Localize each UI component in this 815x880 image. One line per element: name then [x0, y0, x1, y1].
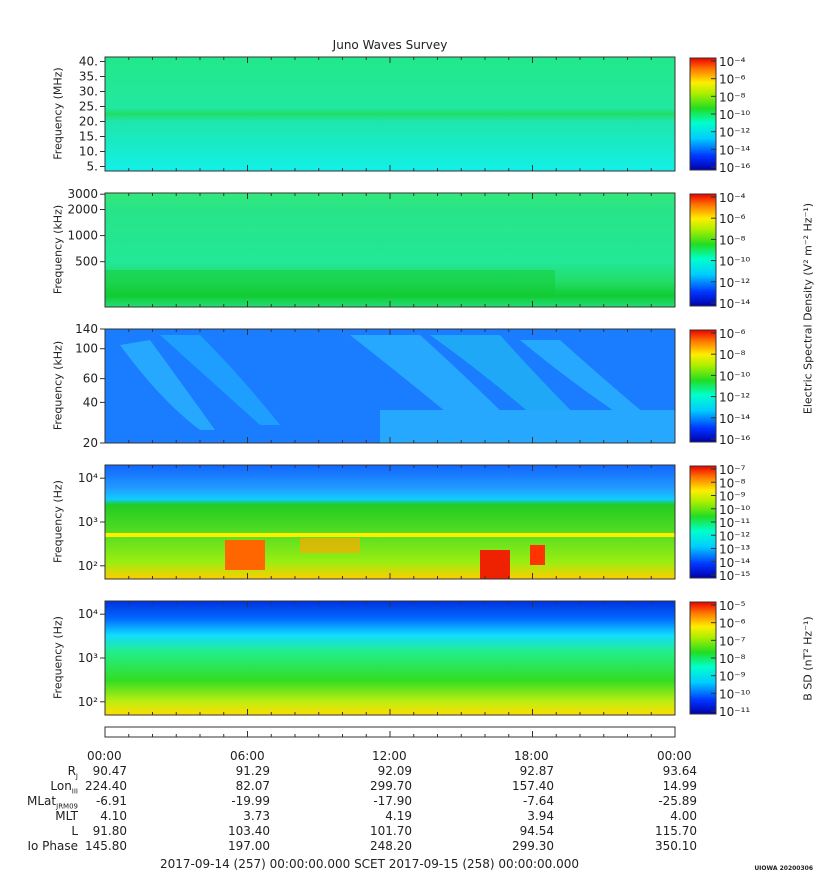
panel-1-ytick-label: 40.	[79, 55, 98, 69]
panel-1-colorbar-label: 10⁻¹⁴	[719, 143, 750, 157]
panel-2-colorbar-label: 10⁻⁶	[719, 212, 746, 226]
panel-3-colorbar-label: 10⁻¹²	[719, 391, 750, 405]
panel-2-colorbar-label: 10⁻⁸	[719, 233, 746, 247]
panel-1-ytick-label: 5.	[87, 160, 98, 174]
panel-3-colorbar-label: 10⁻¹⁶	[719, 433, 750, 447]
panel-4-ytick-label: 10²	[78, 559, 98, 573]
panel-1-spectrogram	[105, 57, 675, 171]
panel-3-ytick-label: 100	[75, 342, 98, 356]
panel-2-colorbar	[689, 193, 717, 307]
panel-3-ytick-label: 20	[83, 436, 98, 450]
panel-2-colorbar-label: 10⁻⁴	[719, 191, 746, 205]
panel-3-ytick-label: 60	[83, 372, 98, 386]
panel-3-colorbar-label: 10⁻⁸	[719, 348, 746, 362]
panel-3-ytick-label: 40	[83, 395, 98, 409]
panel-4-tone-line	[105, 533, 675, 537]
panel-2-ylabel: Frequency (kHz)	[51, 204, 65, 295]
panel-4-colorbar-label: 10⁻¹¹	[719, 516, 750, 530]
panel-1-colorbar-label: 10⁻⁶	[719, 73, 746, 87]
panel-5-colorbar-label: 10⁻⁹	[719, 670, 746, 684]
panel-1-colorbar-label: 10⁻⁸	[719, 90, 746, 104]
panel-4-colorbar-label: 10⁻¹⁴	[719, 556, 750, 570]
panel-4-colorbar-label: 10⁻¹²	[719, 529, 750, 543]
panel-5-ytick-label: 10³	[78, 651, 98, 665]
panel-5-colorbar-label: 10⁻⁶	[719, 617, 746, 631]
panel-4-ylabel: Frequency (Hz)	[51, 480, 65, 563]
panel-4-spectrogram	[105, 465, 675, 579]
panel-4-ytick-label: 10³	[78, 515, 98, 529]
panel-1-ytick-label: 25.	[79, 100, 98, 114]
panel-5-spectrogram	[105, 601, 675, 715]
panel-4-colorbar-label: 10⁻⁹	[719, 490, 746, 504]
chart-title: Juno Waves Survey	[332, 38, 448, 52]
panel-3-colorbar-label: 10⁻¹⁴	[719, 412, 750, 426]
panel-1-ytick-label: 35.	[79, 70, 98, 84]
panel-5-colorbar-label: 10⁻¹¹	[719, 705, 750, 719]
panel-5-colorbar-label: 10⁻⁷	[719, 634, 746, 648]
colorbar-label-electric: Electric Spectral Density (V² m⁻² Hz⁻¹)	[801, 202, 815, 415]
panel-2-colorbar-label: 10⁻¹⁰	[719, 255, 750, 269]
panel-2-ytick-label: 3000	[67, 187, 98, 201]
panel-4-bursts	[225, 538, 545, 579]
panel-3-emission	[120, 335, 675, 443]
panel-5-colorbar-label: 10⁻¹⁰	[719, 687, 750, 701]
panel-2-colorbar-label: 10⁻¹⁴	[719, 297, 750, 311]
colorbar-label-magnetic: B SD (nT² Hz⁻¹)	[801, 616, 815, 701]
panel-1-colorbar-label: 10⁻¹⁶	[719, 161, 750, 175]
panel-3-colorbar	[689, 329, 717, 443]
panel-5-colorbar-label: 10⁻⁵	[719, 599, 746, 613]
panel-1-colorbar-label: 10⁻⁴	[719, 55, 746, 69]
panel-5-ylabel: Frequency (Hz)	[51, 616, 65, 699]
panel-2-colorbar-label: 10⁻¹²	[719, 276, 750, 290]
panel-1-colorbar-label: 10⁻¹²	[719, 126, 750, 140]
panel-1-ylabel: Frequency (MHz)	[51, 67, 65, 160]
credit-label: UIOWA 20200306	[754, 865, 813, 872]
panel-4-ytick-label: 10⁴	[78, 471, 98, 485]
panel-5-ytick-label: 10⁴	[78, 607, 98, 621]
panel-1-ytick-label: 20.	[79, 115, 98, 129]
panel-1-ytick-label: 15.	[79, 130, 98, 144]
panel-5-ytick-label: 10²	[78, 695, 98, 709]
panel-3-ylabel: Frequency (kHz)	[51, 340, 65, 431]
panel-2-ytick-label: 1000	[67, 229, 98, 243]
panel-3-ytick-label: 140	[75, 322, 98, 336]
panel-4-colorbar-label: 10⁻¹⁵	[719, 569, 750, 583]
panel-4-colorbar-label: 10⁻⁷	[719, 463, 746, 477]
panel-1-colorbar-label: 10⁻¹⁰	[719, 108, 750, 122]
panel-2-ytick-label: 2000	[67, 202, 98, 216]
panel-3-colorbar-label: 10⁻¹⁰	[719, 369, 750, 383]
panel-2-lowband	[105, 270, 555, 298]
panel-4-colorbar-label: 10⁻⁸	[719, 476, 746, 490]
panel-1-ytick-label: 10.	[79, 145, 98, 159]
panel-4-colorbar-label: 10⁻¹³	[719, 543, 750, 557]
panel-4-colorbar-label: 10⁻¹⁰	[719, 503, 750, 517]
panel-3-colorbar-label: 10⁻⁶	[719, 327, 746, 341]
panel-5-colorbar-label: 10⁻⁸	[719, 652, 746, 666]
panel-1-ytick-label: 30.	[79, 85, 98, 99]
panel-2-ytick-label: 500	[75, 255, 98, 269]
